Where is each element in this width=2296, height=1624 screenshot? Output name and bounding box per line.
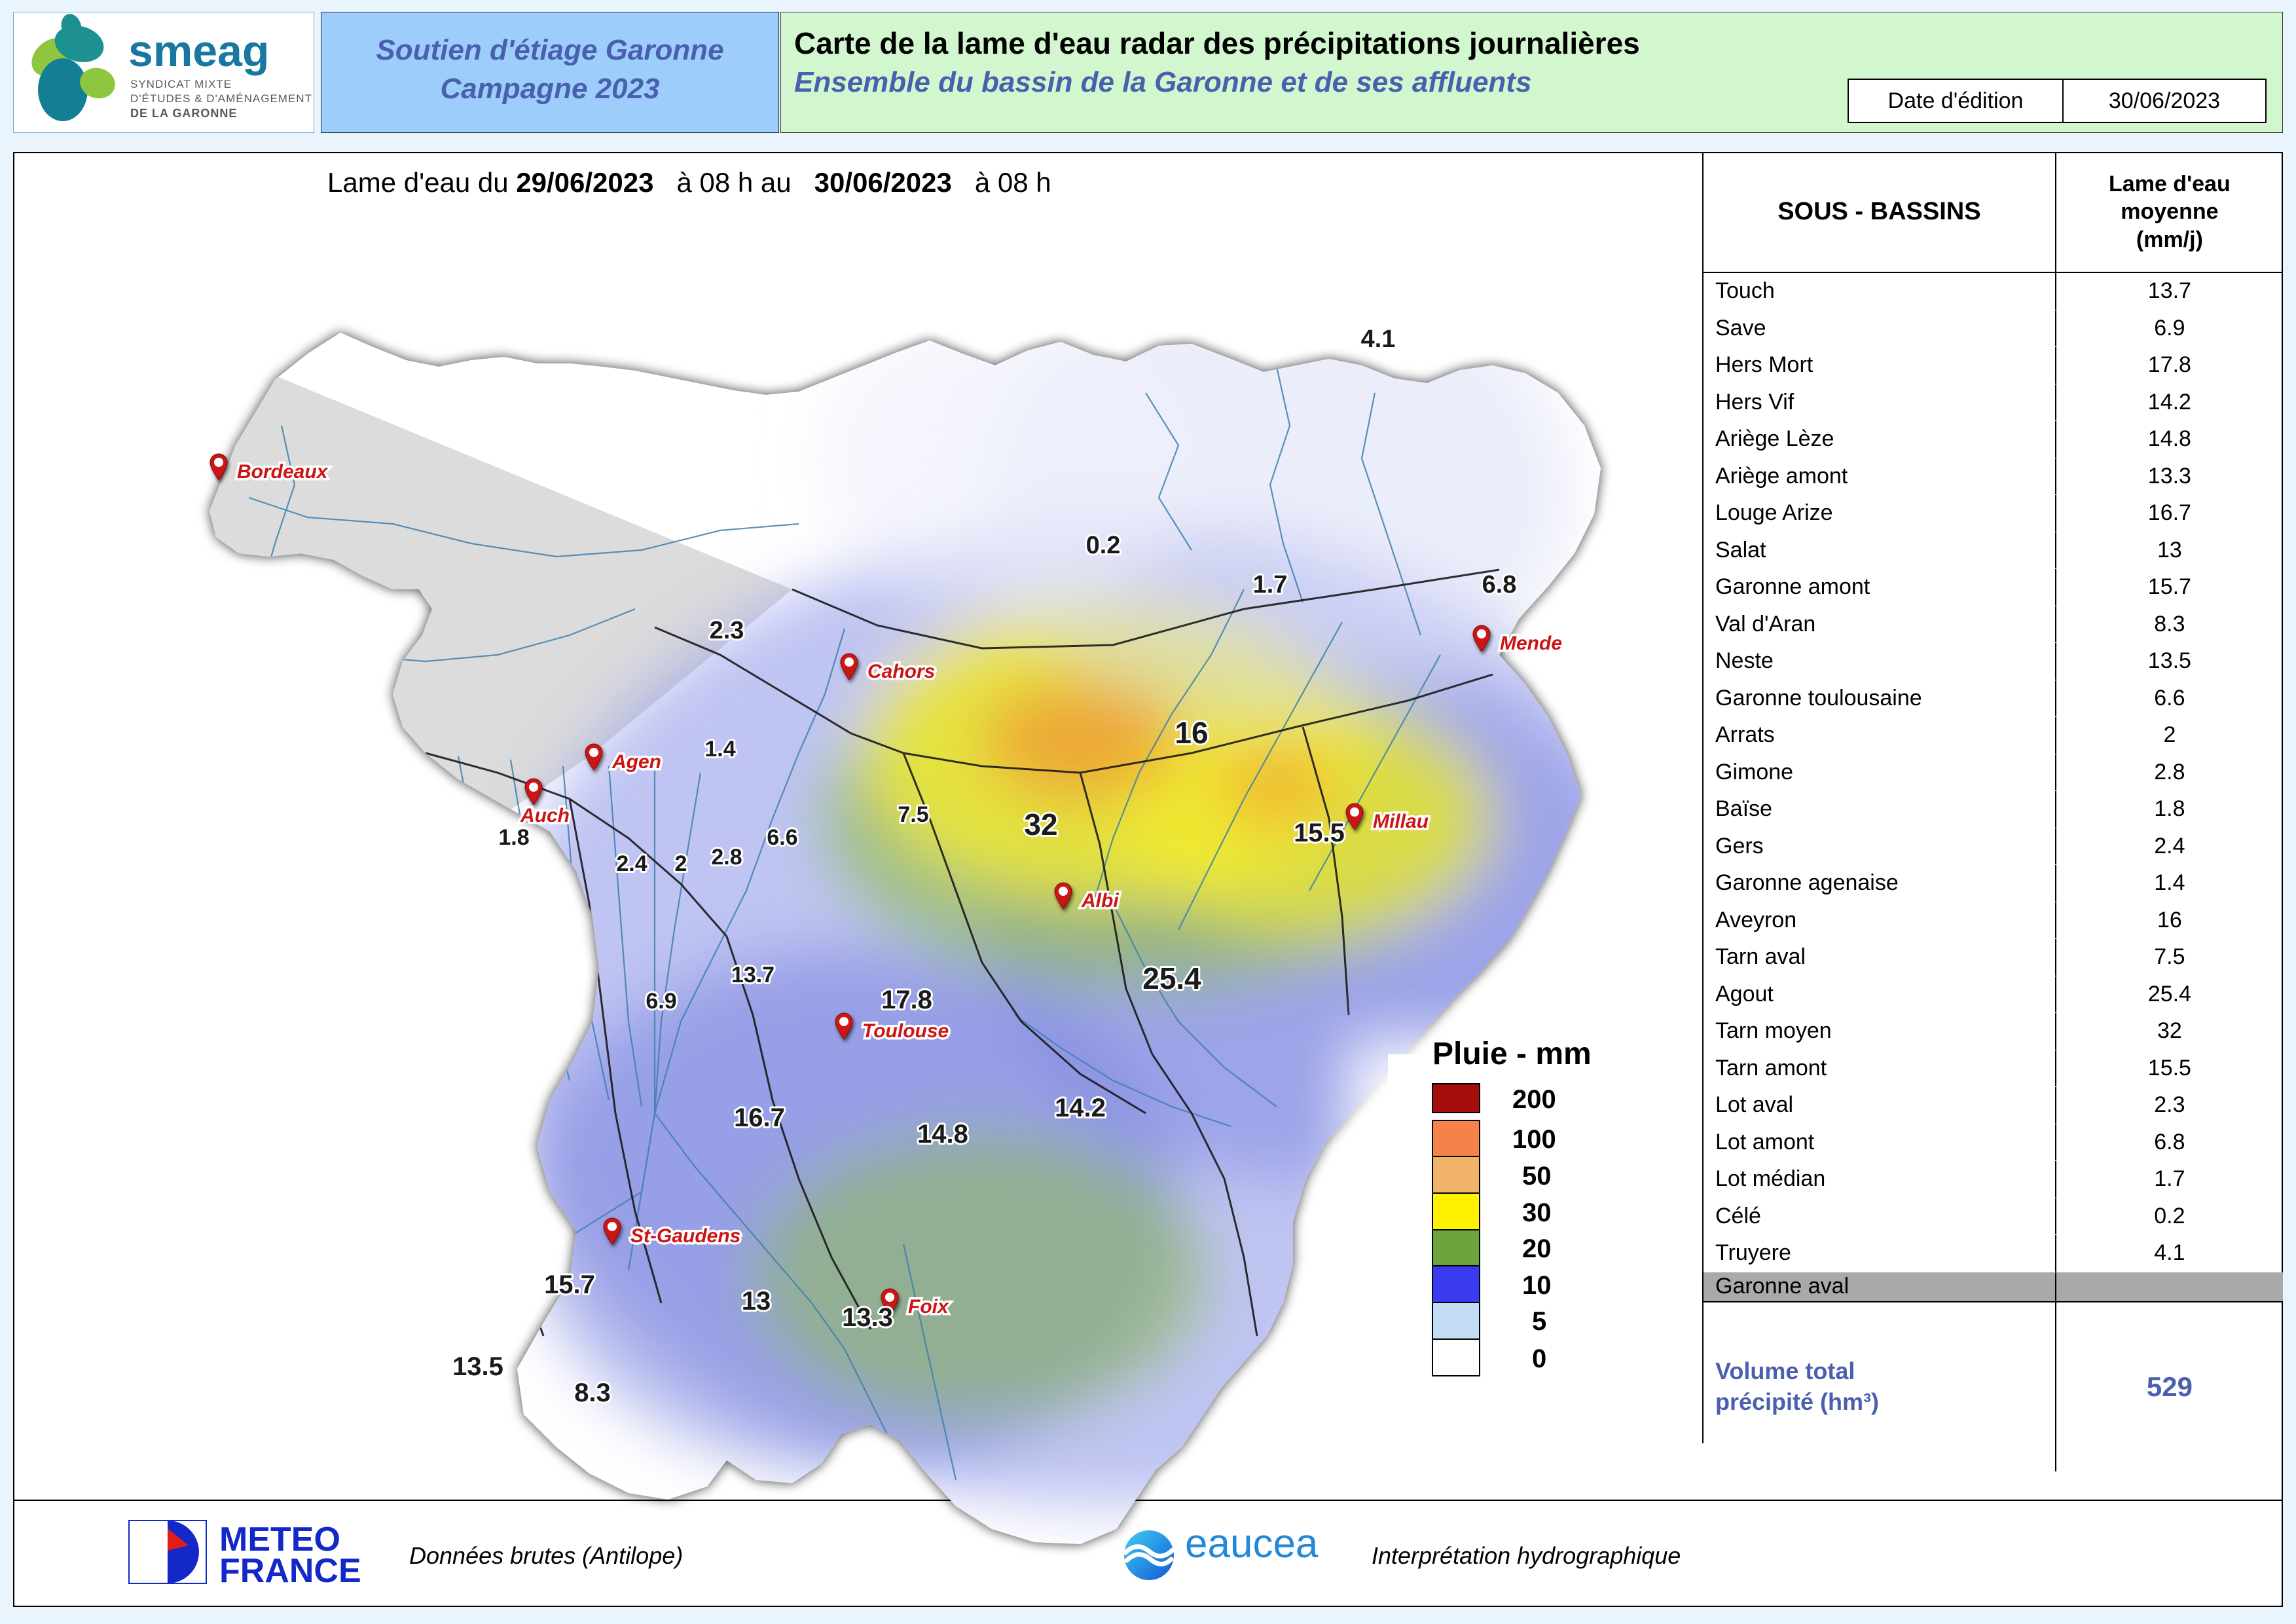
- svg-text:32: 32: [1024, 807, 1057, 841]
- svg-text:Toulouse: Toulouse: [862, 1020, 949, 1042]
- svg-text:2.3: 2.3: [710, 617, 744, 644]
- svg-text:2: 2: [675, 851, 687, 876]
- svg-text:16: 16: [1175, 716, 1208, 750]
- svg-text:16.7: 16.7: [734, 1103, 785, 1132]
- svg-text:7.5: 7.5: [898, 802, 928, 827]
- svg-text:0.2: 0.2: [1086, 532, 1121, 559]
- svg-text:2.4: 2.4: [616, 851, 647, 876]
- svg-text:1.4: 1.4: [704, 737, 735, 762]
- svg-text:Mende: Mende: [1500, 633, 1562, 654]
- svg-text:5: 5: [1532, 1307, 1546, 1336]
- svg-text:Foix: Foix: [908, 1296, 949, 1318]
- svg-text:FRANCE: FRANCE: [219, 1552, 361, 1590]
- svg-text:8.3: 8.3: [574, 1378, 611, 1407]
- svg-text:30: 30: [1522, 1198, 1552, 1227]
- svg-text:1.7: 1.7: [1253, 571, 1288, 599]
- svg-text:14.8: 14.8: [917, 1120, 968, 1149]
- svg-text:50: 50: [1522, 1162, 1552, 1190]
- svg-text:100: 100: [1512, 1125, 1556, 1154]
- svg-text:0: 0: [1532, 1344, 1546, 1373]
- svg-text:13.5: 13.5: [452, 1352, 503, 1381]
- svg-text:6.9: 6.9: [646, 989, 676, 1014]
- svg-text:Millau: Millau: [1373, 811, 1429, 832]
- svg-text:17.8: 17.8: [881, 986, 932, 1014]
- svg-text:Cahors: Cahors: [867, 661, 935, 682]
- svg-text:13: 13: [742, 1287, 771, 1316]
- svg-text:13.7: 13.7: [731, 963, 774, 987]
- svg-text:4.1: 4.1: [1361, 325, 1396, 353]
- svg-text:2.8: 2.8: [711, 845, 742, 870]
- svg-text:25.4: 25.4: [1142, 961, 1201, 995]
- svg-text:Bordeaux: Bordeaux: [237, 461, 329, 483]
- svg-text:Auch: Auch: [520, 805, 570, 826]
- svg-text:200: 200: [1512, 1085, 1556, 1114]
- svg-text:15.5: 15.5: [1294, 819, 1345, 847]
- svg-text:15.7: 15.7: [544, 1270, 595, 1299]
- svg-text:Pluie - mm: Pluie - mm: [1432, 1037, 1592, 1071]
- svg-text:6.8: 6.8: [1482, 571, 1517, 599]
- svg-text:6.6: 6.6: [767, 825, 797, 850]
- svg-text:20: 20: [1522, 1234, 1552, 1263]
- svg-text:10: 10: [1522, 1271, 1552, 1300]
- svg-text:St-Gaudens: St-Gaudens: [630, 1225, 740, 1247]
- svg-text:13.3: 13.3: [842, 1303, 893, 1332]
- svg-text:14.2: 14.2: [1055, 1094, 1106, 1122]
- svg-text:Albi: Albi: [1081, 890, 1119, 912]
- svg-text:1.8: 1.8: [498, 825, 529, 850]
- svg-text:Agen: Agen: [611, 751, 661, 773]
